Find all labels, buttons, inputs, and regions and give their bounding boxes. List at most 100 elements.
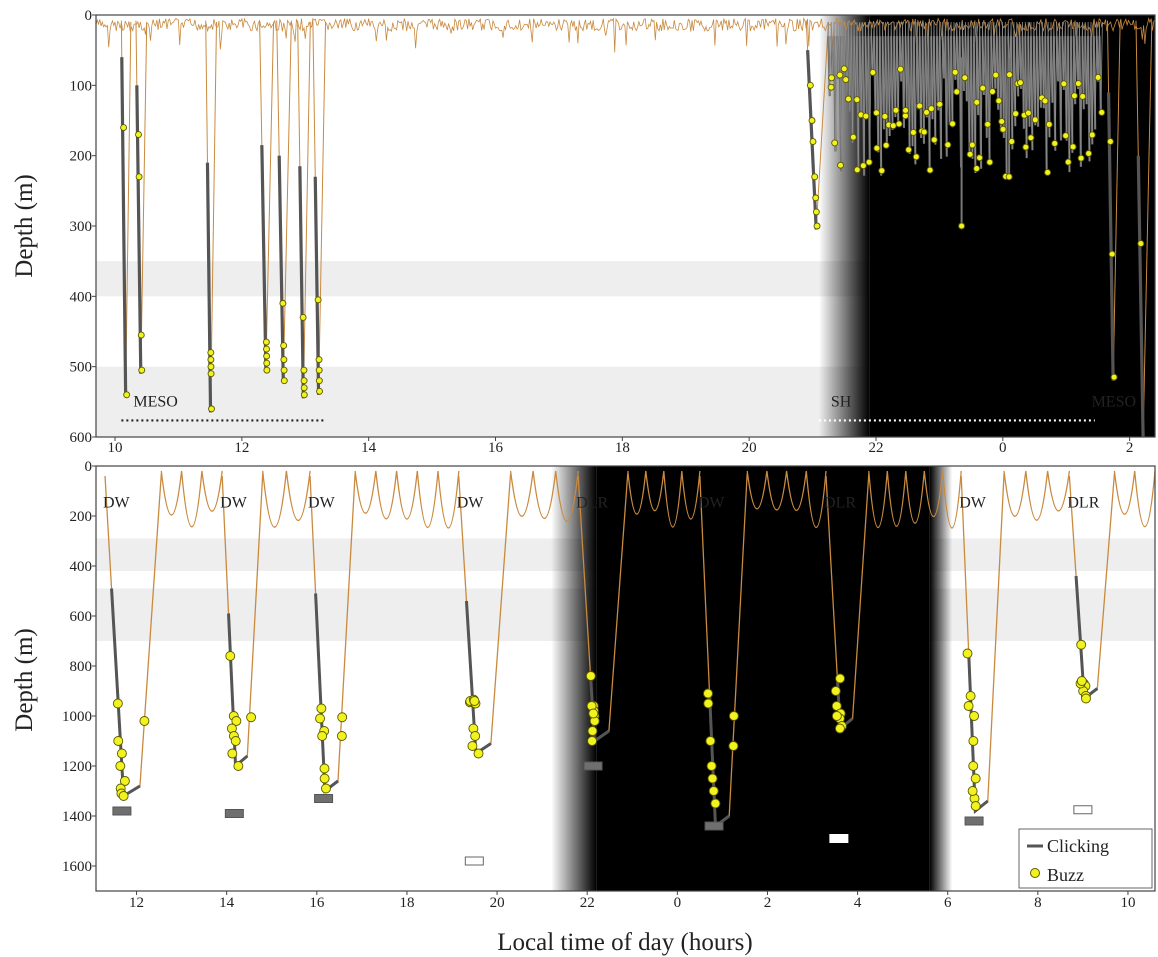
- bottom-buzz-point: [835, 673, 846, 684]
- top-night-buzz-point: [1005, 173, 1013, 181]
- bottom-buzz-point: [830, 686, 841, 696]
- top-buzz-point: [123, 391, 131, 399]
- bottom-buzz-point: [970, 801, 981, 811]
- bottom-buzz-point: [118, 791, 129, 801]
- bottom-dive-bar: [314, 794, 334, 803]
- top-night-buzz-point: [1022, 143, 1030, 151]
- bottom-night-shading: [551, 466, 953, 891]
- top-night-buzz-point: [989, 88, 996, 96]
- legend-buzz-label: Buzz: [1047, 865, 1084, 885]
- top-buzz-point: [812, 208, 820, 216]
- top-night-buzz-point: [1077, 154, 1085, 162]
- bottom-buzz-point: [315, 713, 326, 724]
- top-night-buzz-point: [984, 120, 992, 128]
- bottom-y-tick-label: 0: [85, 459, 93, 475]
- top-night-buzz-point: [831, 139, 839, 147]
- top-buzz-point: [263, 359, 271, 367]
- top-night-buzz-point: [881, 112, 889, 120]
- top-night-buzz-point: [873, 109, 880, 117]
- top-night-buzz-point: [892, 106, 900, 114]
- top-night-buzz-point: [976, 154, 984, 162]
- top-buzz-point: [813, 222, 821, 230]
- top-night-buzz-point: [916, 102, 924, 110]
- bottom-dive-bar: [1073, 805, 1093, 815]
- top-buzz-point: [120, 124, 128, 131]
- top-buzz-point: [1106, 138, 1114, 146]
- top-night-buzz-point: [827, 83, 835, 91]
- top-x-tick-label: 0: [999, 440, 1007, 456]
- top-buzz-point: [262, 338, 270, 346]
- bottom-dive-label: DLR: [824, 494, 856, 511]
- bottom-x-tick-label: 10: [1120, 895, 1135, 911]
- top-night-buzz-point: [1085, 150, 1093, 157]
- bottom-x-tick-label: 8: [1034, 895, 1042, 911]
- bottom-surface-trace: [868, 470, 962, 529]
- bottom-surface-trace: [1003, 470, 1071, 521]
- bottom-buzz-point: [112, 698, 123, 709]
- top-buzz-point: [263, 352, 271, 360]
- legend-buzz-swatch: [1030, 868, 1040, 878]
- top-night-buzz-point: [958, 222, 966, 230]
- top-night-buzz-point: [995, 97, 1003, 105]
- bottom-dive-bar: [829, 834, 849, 843]
- bottom-y-tick-label: 1400: [62, 809, 92, 825]
- bottom-buzz-point: [587, 736, 598, 746]
- top-buzz-point: [208, 405, 215, 413]
- top-clicking-segment: [120, 57, 128, 395]
- top-night-buzz-point: [905, 146, 913, 154]
- bottom-buzz-point: [1076, 676, 1087, 686]
- bottom-x-ticks: 12 14 16 18 20 22 0 2 4 6 8 10: [129, 891, 1135, 911]
- bottom-dawn-gradient: [929, 466, 953, 891]
- top-buzz-point: [207, 363, 215, 371]
- top-night-buzz-point: [1044, 169, 1052, 176]
- top-x-tick-label: 2: [1126, 440, 1134, 456]
- top-night-buzz-point: [1062, 132, 1070, 140]
- top-night-buzz-point: [828, 74, 836, 82]
- bottom-x-tick-label: 0: [674, 895, 682, 911]
- top-y-tick-label: 100: [70, 78, 93, 94]
- bottom-x-tick-label: 12: [129, 895, 144, 911]
- bottom-buzz-points: [112, 639, 1091, 811]
- top-dive-trace: [297, 20, 311, 399]
- top-night-buzz-point: [951, 68, 959, 76]
- bottom-buzz-point: [706, 761, 717, 771]
- bottom-y-tick-label: 600: [70, 609, 93, 625]
- bottom-buzz-point: [968, 761, 979, 771]
- bottom-surface-trace: [627, 470, 701, 528]
- bottom-dive-label: DW: [220, 494, 248, 511]
- bottom-x-tick-label: 22: [580, 895, 595, 911]
- top-night-buzz-point: [865, 158, 873, 166]
- top-buzz-point: [263, 366, 271, 374]
- top-night-buzz-point: [1045, 120, 1053, 128]
- top-buzz-point: [207, 356, 215, 364]
- top-night-buzz-point: [1041, 97, 1049, 105]
- top-night-buzz-point: [968, 141, 976, 149]
- top-y-tick-label: 400: [70, 289, 93, 305]
- bottom-buzz-point: [831, 711, 842, 721]
- bottom-dive-trace: [960, 473, 1005, 813]
- top-buzz-point: [300, 377, 308, 385]
- top-night-buzz-point: [920, 128, 928, 136]
- bottom-x-tick-label: 2: [764, 895, 772, 911]
- bottom-buzz-point: [469, 696, 480, 706]
- top-night-buzz-point: [1074, 80, 1082, 88]
- top-night-buzz-point: [944, 141, 952, 149]
- top-night-buzz-point: [837, 161, 845, 169]
- top-x-tick-label: 18: [615, 440, 630, 456]
- top-buzz-point: [315, 366, 323, 374]
- bottom-dive-bar: [464, 856, 484, 866]
- bottom-buzz-point: [962, 648, 973, 659]
- bottom-buzz-point: [703, 698, 714, 709]
- top-night-buzz-point: [1069, 143, 1077, 151]
- top-clicking-segment: [298, 166, 305, 399]
- top-night-buzz-point: [999, 125, 1007, 133]
- bottom-surface-trace: [746, 470, 827, 528]
- bottom-buzz-point: [230, 736, 241, 746]
- top-buzz-point: [1137, 240, 1145, 248]
- top-night-buzz-point: [1079, 92, 1087, 100]
- top-night-buzz-point: [849, 133, 857, 141]
- top-night-buzz-point: [895, 120, 903, 128]
- bottom-dive-bars: [112, 761, 1093, 866]
- bottom-dive-label: DW: [698, 494, 726, 511]
- top-y-tick-label: 200: [70, 149, 93, 165]
